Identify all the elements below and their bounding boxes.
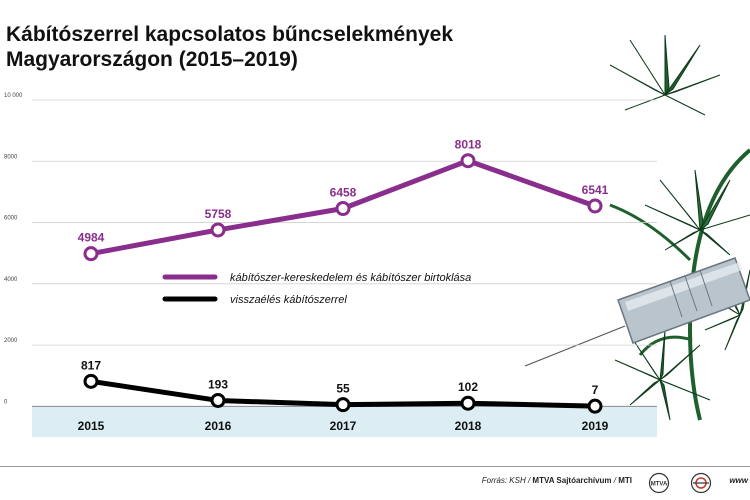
source-credit: Forrás: KSH / MTVA Sajtóarchívum / MTI xyxy=(482,476,632,485)
chart-title: Kábítószerrel kapcsolatos bűncselekménye… xyxy=(6,23,454,71)
source-mti: MTI xyxy=(618,476,632,485)
x-axis: 2015 2016 2017 2018 2019 xyxy=(78,419,609,433)
cannabis-stem xyxy=(638,335,693,356)
source-prefix: Forrás: KSH / xyxy=(481,476,533,485)
gridlines xyxy=(32,99,657,407)
chart-canvas: 10 000 8000 6000 4000 2000 0 2015 2016 2017 2018… xyxy=(4,34,750,437)
x-tick-label: 2016 xyxy=(205,419,232,433)
data-label: 6541 xyxy=(582,183,609,197)
cannabis-illustration xyxy=(524,34,750,421)
footer-web-text: www xyxy=(729,476,748,485)
x-tick-label: 2015 xyxy=(78,419,105,433)
data-label: 8018 xyxy=(455,138,482,152)
cannabis-stem xyxy=(609,203,692,262)
data-point xyxy=(335,201,351,217)
data-labels: 4984 5758 6458 8018 6541 817 193 55 102 7 xyxy=(78,138,609,397)
data-point xyxy=(587,398,603,414)
x-tick-label: 2018 xyxy=(455,419,482,433)
data-point xyxy=(210,392,226,408)
y-tick-label: 6000 xyxy=(4,216,18,222)
y-axis: 10 000 8000 6000 4000 2000 0 xyxy=(4,93,23,405)
x-tick-label: 2017 xyxy=(330,419,357,433)
mtva-logo-text: MTVA xyxy=(651,482,668,488)
data-label: 102 xyxy=(458,380,478,394)
data-point xyxy=(335,397,351,413)
cannabis-leaf xyxy=(609,34,721,116)
source-separator: / xyxy=(611,476,619,485)
legend-label: visszaélés kábítószerrel xyxy=(230,294,347,306)
data-label: 6458 xyxy=(330,186,357,200)
y-tick-label: 4000 xyxy=(4,277,18,283)
syringe-icon xyxy=(524,257,750,367)
data-point xyxy=(210,222,226,238)
legend-label: kábítószer-kereskedelem és kábítószer bi… xyxy=(230,272,471,284)
cannabis-leaf xyxy=(644,169,750,256)
y-tick-label: 10 000 xyxy=(4,93,23,99)
source-archive: MTVA Sajtóarchívum xyxy=(532,476,612,485)
series-points xyxy=(83,153,603,414)
data-point xyxy=(460,395,476,411)
data-point xyxy=(587,198,603,214)
cannabis-leaf xyxy=(614,329,711,421)
footer-divider xyxy=(0,466,750,467)
data-label: 193 xyxy=(208,377,228,391)
mti-logo-icon xyxy=(690,472,712,494)
y-tick-label: 8000 xyxy=(4,154,18,160)
data-label: 5758 xyxy=(205,207,232,221)
data-label: 817 xyxy=(81,358,101,372)
y-tick-label: 0 xyxy=(4,399,8,405)
legend: kábítószer-kereskedelem és kábítószer bi… xyxy=(162,272,471,306)
data-point xyxy=(460,153,476,169)
data-point xyxy=(83,246,99,262)
x-tick-label: 2019 xyxy=(582,419,609,433)
data-label: 7 xyxy=(592,383,599,397)
data-label: 55 xyxy=(336,382,350,396)
y-tick-label: 2000 xyxy=(4,338,18,344)
data-label: 4984 xyxy=(78,231,105,245)
mtva-logo-icon: MTVA xyxy=(648,472,670,494)
data-point xyxy=(83,373,99,389)
